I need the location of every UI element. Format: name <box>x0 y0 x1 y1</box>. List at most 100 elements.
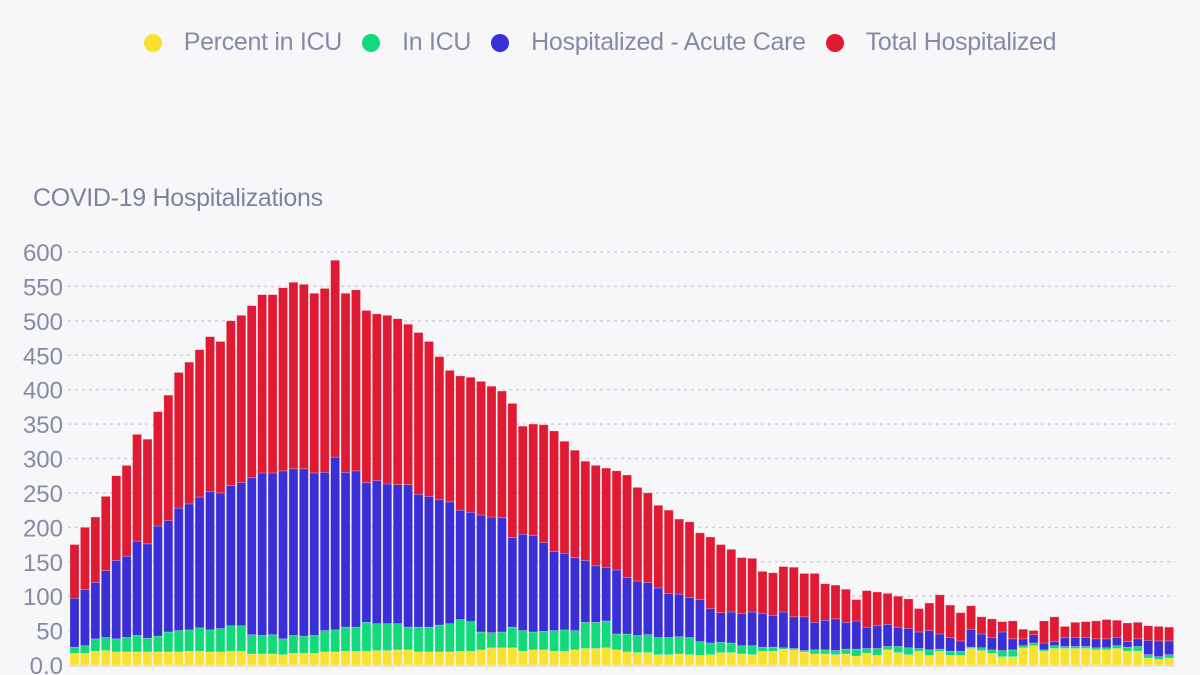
bar-in-icu[interactable] <box>882 646 893 651</box>
bar-percent-in-icu[interactable] <box>236 650 247 666</box>
bar-percent-in-icu[interactable] <box>924 655 935 666</box>
bar-total-hospitalized[interactable] <box>643 492 653 583</box>
bar-hospitalized-acute-care[interactable] <box>622 577 632 635</box>
bar-hospitalized-acute-care[interactable] <box>538 542 549 632</box>
bar-hospitalized-acute-care[interactable] <box>413 493 424 628</box>
bar-in-icu[interactable] <box>236 625 247 652</box>
bar-in-icu[interactable] <box>278 638 288 655</box>
bar-hospitalized-acute-care[interactable] <box>601 566 611 622</box>
bar-percent-in-icu[interactable] <box>716 652 726 666</box>
bar-total-hospitalized[interactable] <box>403 323 413 485</box>
bar-total-hospitalized[interactable] <box>549 430 559 552</box>
bar-hospitalized-acute-care[interactable] <box>757 613 768 648</box>
bar-percent-in-icu[interactable] <box>726 652 737 666</box>
bar-percent-in-icu[interactable] <box>643 652 653 666</box>
bar-in-icu[interactable] <box>455 619 466 652</box>
bar-percent-in-icu[interactable] <box>1070 648 1081 666</box>
bar-percent-in-icu[interactable] <box>1101 649 1112 666</box>
bar-total-hospitalized[interactable] <box>632 487 643 582</box>
bar-in-icu[interactable] <box>757 646 768 652</box>
bar-percent-in-icu[interactable] <box>590 648 601 666</box>
bar-in-icu[interactable] <box>257 635 267 655</box>
bar-hospitalized-acute-care[interactable] <box>914 631 924 649</box>
bar-percent-in-icu[interactable] <box>528 649 538 666</box>
bar-in-icu[interactable] <box>893 646 903 653</box>
bar-total-hospitalized[interactable] <box>497 390 507 518</box>
bar-hospitalized-acute-care[interactable] <box>987 637 997 651</box>
bar-percent-in-icu[interactable] <box>361 650 372 666</box>
bar-total-hospitalized[interactable] <box>736 557 747 614</box>
bar-in-icu[interactable] <box>914 648 924 652</box>
bar-percent-in-icu[interactable] <box>121 651 132 666</box>
bar-total-hospitalized[interactable] <box>788 566 799 618</box>
legend-item-total-hospitalized[interactable]: Total Hospitalized <box>825 28 1057 57</box>
bar-percent-in-icu[interactable] <box>215 651 226 666</box>
bar-total-hospitalized[interactable] <box>747 558 757 613</box>
bar-hospitalized-acute-care[interactable] <box>580 560 591 623</box>
bar-percent-in-icu[interactable] <box>434 651 445 666</box>
bar-in-icu[interactable] <box>1080 646 1091 649</box>
bar-total-hospitalized[interactable] <box>361 310 372 483</box>
bar-in-icu[interactable] <box>382 623 393 651</box>
bar-percent-in-icu[interactable] <box>278 654 288 666</box>
bar-in-icu[interactable] <box>663 637 674 655</box>
bar-percent-in-icu[interactable] <box>903 654 914 666</box>
bar-total-hospitalized[interactable] <box>966 605 976 630</box>
bar-in-icu[interactable] <box>299 635 309 654</box>
bar-total-hospitalized[interactable] <box>267 294 278 474</box>
bar-hospitalized-acute-care[interactable] <box>1039 642 1049 651</box>
bar-percent-in-icu[interactable] <box>997 656 1008 666</box>
bar-total-hospitalized[interactable] <box>820 583 830 621</box>
bar-total-hospitalized[interactable] <box>340 292 351 473</box>
bar-hospitalized-acute-care[interactable] <box>768 615 778 648</box>
bar-total-hospitalized[interactable] <box>382 315 393 485</box>
bar-hospitalized-acute-care[interactable] <box>590 565 601 623</box>
bar-in-icu[interactable] <box>351 626 361 652</box>
bar-in-icu[interactable] <box>1060 646 1070 649</box>
bar-percent-in-icu[interactable] <box>976 650 987 666</box>
bar-hospitalized-acute-care[interactable] <box>205 491 215 631</box>
bar-hospitalized-acute-care[interactable] <box>611 569 622 635</box>
bar-percent-in-icu[interactable] <box>184 650 194 666</box>
bar-hospitalized-acute-care[interactable] <box>684 597 695 638</box>
bar-percent-in-icu[interactable] <box>663 654 674 666</box>
bar-hospitalized-acute-care[interactable] <box>1143 639 1154 655</box>
bar-in-icu[interactable] <box>705 642 716 655</box>
bar-percent-in-icu[interactable] <box>299 652 309 666</box>
bar-hospitalized-acute-care[interactable] <box>517 533 528 631</box>
bar-hospitalized-acute-care[interactable] <box>788 616 799 649</box>
bar-total-hospitalized[interactable] <box>476 381 486 516</box>
bar-total-hospitalized[interactable] <box>716 544 726 613</box>
bar-hospitalized-acute-care[interactable] <box>215 492 226 629</box>
bar-total-hospitalized[interactable] <box>1133 622 1143 640</box>
bar-hospitalized-acute-care[interactable] <box>851 620 862 650</box>
bar-percent-in-icu[interactable] <box>841 653 851 666</box>
bar-total-hospitalized[interactable] <box>1122 622 1133 642</box>
bar-hospitalized-acute-care[interactable] <box>434 499 445 626</box>
legend-item-percent-in-icu[interactable]: Percent in ICU <box>143 28 342 57</box>
bar-percent-in-icu[interactable] <box>205 651 215 666</box>
bar-hospitalized-acute-care[interactable] <box>528 535 538 633</box>
bar-total-hospitalized[interactable] <box>663 509 674 594</box>
bar-total-hospitalized[interactable] <box>1070 622 1081 638</box>
bar-percent-in-icu[interactable] <box>601 647 611 666</box>
bar-total-hospitalized[interactable] <box>893 595 903 628</box>
bar-percent-in-icu[interactable] <box>163 651 174 666</box>
bar-percent-in-icu[interactable] <box>517 650 528 666</box>
bar-percent-in-icu[interactable] <box>882 649 893 666</box>
bar-percent-in-icu[interactable] <box>1112 648 1122 666</box>
bar-percent-in-icu[interactable] <box>382 650 393 666</box>
bar-in-icu[interactable] <box>830 650 841 655</box>
bar-hospitalized-acute-care[interactable] <box>330 456 340 631</box>
bar-total-hospitalized[interactable] <box>194 349 205 498</box>
bar-in-icu[interactable] <box>601 620 611 649</box>
bar-total-hospitalized[interactable] <box>757 571 768 614</box>
bar-in-icu[interactable] <box>153 635 163 653</box>
bar-percent-in-icu[interactable] <box>1153 659 1164 666</box>
bar-hospitalized-acute-care[interactable] <box>809 622 820 651</box>
bar-hospitalized-acute-care[interactable] <box>100 570 111 638</box>
bar-in-icu[interactable] <box>549 630 559 652</box>
bar-percent-in-icu[interactable] <box>444 651 455 666</box>
bar-total-hospitalized[interactable] <box>695 532 705 600</box>
bar-hospitalized-acute-care[interactable] <box>716 612 726 643</box>
